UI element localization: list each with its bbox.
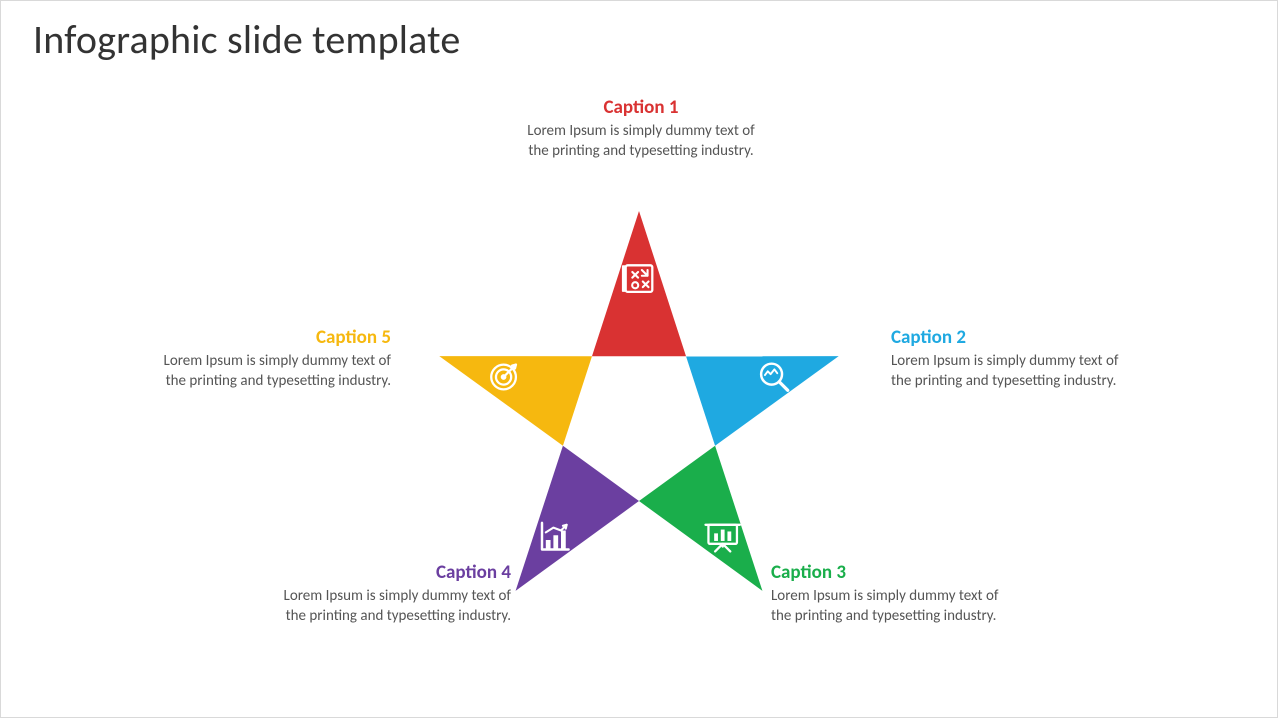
star-arm-3 <box>639 446 762 591</box>
caption-title-4: Caption 4 <box>271 561 511 584</box>
caption-block-1: Caption 1 Lorem Ipsum is simply dummy te… <box>521 96 761 162</box>
caption-block-5: Caption 5 Lorem Ipsum is simply dummy te… <box>151 326 391 392</box>
slide-title: Infographic slide template <box>33 15 460 64</box>
star-arm-1 <box>592 211 686 356</box>
caption-body-5: Lorem Ipsum is simply dummy text of the … <box>151 351 391 392</box>
slide-frame: Infographic slide template Caption 1 Lor… <box>0 0 1278 718</box>
caption-title-3: Caption 3 <box>771 561 1011 584</box>
caption-body-1: Lorem Ipsum is simply dummy text of the … <box>521 121 761 162</box>
caption-title-1: Caption 1 <box>521 96 761 119</box>
caption-body-3: Lorem Ipsum is simply dummy text of the … <box>771 586 1011 627</box>
target-icon <box>491 365 516 390</box>
caption-body-4: Lorem Ipsum is simply dummy text of the … <box>271 586 511 627</box>
caption-block-3: Caption 3 Lorem Ipsum is simply dummy te… <box>771 561 1011 627</box>
star-arm-5 <box>439 356 592 446</box>
caption-title-5: Caption 5 <box>151 326 391 349</box>
star-arm-4 <box>516 446 639 591</box>
caption-block-2: Caption 2 Lorem Ipsum is simply dummy te… <box>891 326 1131 392</box>
caption-block-4: Caption 4 Lorem Ipsum is simply dummy te… <box>271 561 511 627</box>
caption-title-2: Caption 2 <box>891 326 1131 349</box>
caption-body-2: Lorem Ipsum is simply dummy text of the … <box>891 351 1131 392</box>
